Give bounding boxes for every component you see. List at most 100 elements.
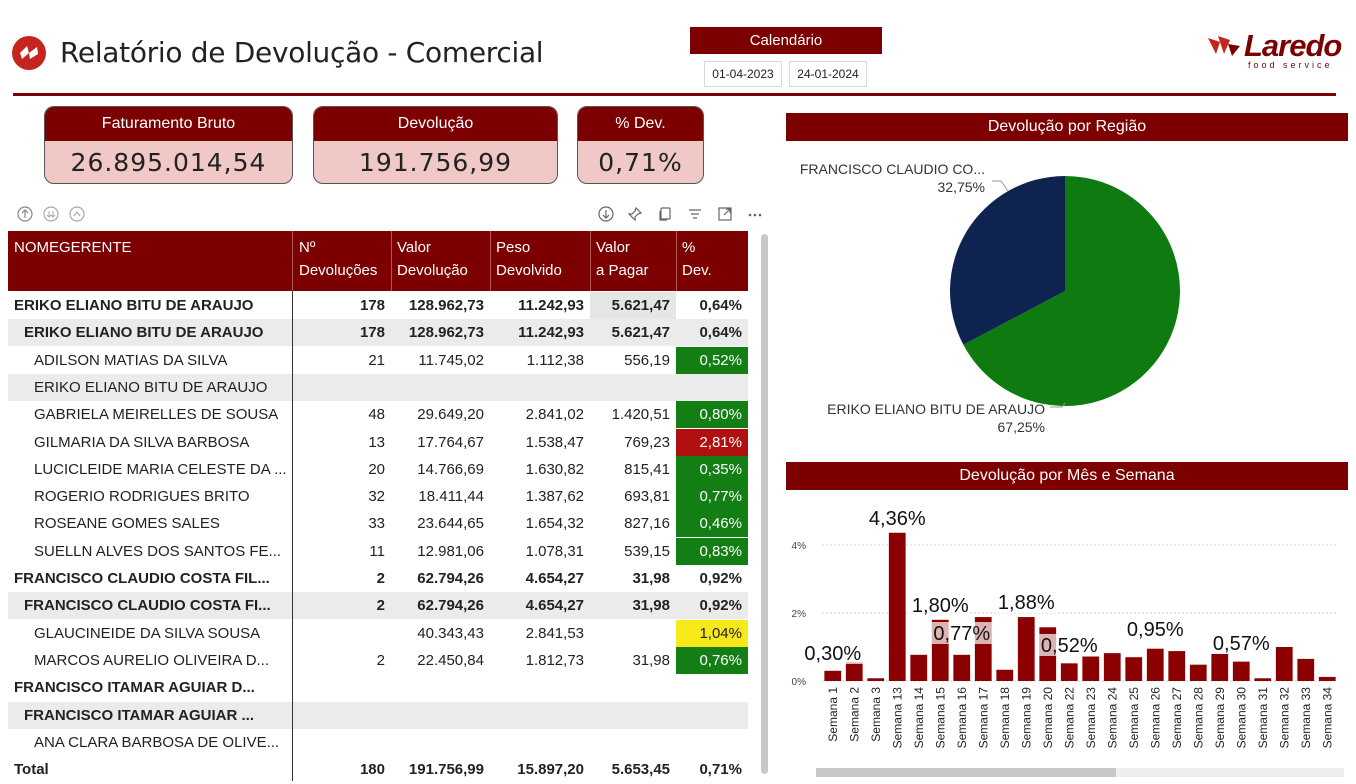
bar[interactable] — [1232, 661, 1250, 681]
bar[interactable] — [1275, 647, 1293, 681]
column-header-valor-a-pagar[interactable]: Valor a Pagar — [590, 231, 676, 291]
table-scrollbar-thumb[interactable] — [761, 234, 768, 774]
row-peso: 1.387,62 — [525, 488, 584, 506]
table-row[interactable]: ADILSON MATIAS DA SILVA 21 11.745,02 1.112,… — [8, 346, 748, 374]
bar[interactable] — [845, 662, 863, 681]
bar-chart-scrollbar-thumb[interactable] — [816, 768, 1116, 777]
row-pagar: 1.420,51 — [611, 406, 670, 424]
column-header-peso-devolvido[interactable]: Peso Devolvido — [490, 231, 590, 291]
bar[interactable] — [1318, 676, 1336, 681]
row-pagar — [590, 374, 676, 401]
table-row[interactable]: GABRIELA MEIRELLES DE SOUSA 48 29.649,20 2.… — [8, 401, 748, 429]
bar[interactable] — [1254, 678, 1272, 681]
more-options-icon[interactable] — [746, 206, 764, 224]
total-peso: 15.897,20 — [517, 761, 584, 779]
date-start-input[interactable]: 01-04-2023 — [704, 61, 782, 87]
table-row[interactable]: GLAUCINEIDE DA SILVA SOUSA 40.343,43 2.841… — [8, 619, 748, 647]
total-pct-dev: 0,71% — [699, 761, 742, 779]
table-row[interactable]: ROGERIO RODRIGUES BRITO 32 18.411,44 1.387,… — [8, 483, 748, 511]
column-header-pct-dev[interactable]: % Dev. — [676, 231, 748, 291]
table-row[interactable]: FRANCISCO CLAUDIO COSTA FIL... 2 62.794,26… — [8, 565, 748, 592]
pin-icon[interactable] — [626, 206, 644, 224]
bar[interactable] — [1168, 651, 1186, 681]
row-n — [293, 620, 391, 647]
pie-slice[interactable] — [950, 176, 1065, 345]
bar-xtick-label: Semana 34 — [1320, 687, 1334, 749]
bar-xtick-label: Semana 13 — [890, 687, 904, 749]
row-name: LUCICLEIDE MARIA CELESTE DA ... — [34, 460, 287, 478]
row-n: 2 — [376, 570, 385, 587]
bar-xtick-label: Semana 1 — [826, 687, 840, 742]
table-row[interactable]: ERIKO ELIANO BITU DE ARAUJO 178 128.962,73… — [8, 319, 748, 347]
row-pct-dev: 0,64% — [699, 324, 742, 342]
date-end-input[interactable]: 24-01-2024 — [789, 61, 867, 87]
focus-mode-icon[interactable] — [716, 206, 734, 224]
row-pagar — [590, 729, 676, 756]
table-row[interactable]: FRANCISCO ITAMAR AGUIAR D... — [8, 674, 748, 701]
row-pct-dev: 2,81% — [676, 428, 748, 456]
column-header-nomegerente[interactable]: NOMEGERENTE — [14, 239, 132, 256]
row-n — [293, 674, 391, 701]
table-row[interactable]: MARCOS AURELIO OLIVEIRA D... 2 22.450,84 1.… — [8, 646, 748, 674]
row-n — [293, 729, 391, 756]
row-peso — [490, 702, 590, 729]
bar[interactable] — [953, 654, 971, 681]
kpi-faturamento-card: Faturamento Bruto 26.895.014,54 — [44, 106, 293, 184]
bar[interactable] — [1103, 653, 1121, 681]
drill-up-icon[interactable] — [16, 206, 34, 224]
table-row[interactable]: LUCICLEIDE MARIA CELESTE DA ... 20 14.766,… — [8, 455, 748, 483]
bar[interactable] — [1297, 658, 1315, 681]
bar-data-label: 0,57% — [1213, 633, 1270, 655]
row-peso — [490, 374, 590, 401]
pie-slice-pct: 67,25% — [998, 419, 1045, 435]
row-peso — [490, 674, 590, 701]
bar[interactable] — [1211, 653, 1229, 681]
row-valor: 17.764,67 — [417, 433, 484, 451]
table-row[interactable]: SUELLN ALVES DOS SANTOS FE... 11 12.981,06… — [8, 537, 748, 565]
bar[interactable] — [1125, 657, 1143, 681]
table-row[interactable]: FRANCISCO CLAUDIO COSTA FI... 2 62.794,26 4… — [8, 592, 748, 620]
bar-data-label: 0,95% — [1127, 619, 1184, 641]
bar[interactable] — [910, 654, 928, 681]
brand-leaf-icon — [1208, 36, 1240, 56]
column-header-n-devolucoes[interactable]: Nº Devoluções — [293, 231, 391, 291]
row-valor — [391, 674, 490, 701]
row-n: 2 — [376, 597, 385, 615]
bar[interactable] — [1017, 617, 1035, 681]
table-row[interactable]: ROSEANE GOMES SALES 33 23.644,65 1.654,32 82… — [8, 510, 748, 538]
row-name: SUELLN ALVES DOS SANTOS FE... — [34, 542, 282, 560]
expand-hierarchy-icon[interactable] — [68, 206, 86, 224]
kpi-value: 191.756,99 — [358, 148, 513, 177]
row-pct-dev: 0,52% — [676, 346, 748, 374]
drill-down-icon[interactable] — [42, 206, 60, 224]
pie-slice[interactable] — [963, 176, 1180, 406]
table-row[interactable]: ERIKO ELIANO BITU DE ARAUJO 178 128.962,73… — [8, 292, 748, 319]
copy-visual-icon[interactable] — [656, 206, 674, 224]
bar-xtick-label: Semana 28 — [1191, 687, 1205, 749]
bar[interactable] — [1146, 648, 1164, 681]
table-row[interactable]: GILMARIA DA SILVA BARBOSA 13 17.764,67 1.53… — [8, 428, 748, 456]
kpi-label: Devolução — [314, 107, 557, 141]
table-row[interactable]: ERIKO ELIANO BITU DE ARAUJO — [8, 373, 748, 401]
bar[interactable] — [867, 678, 885, 681]
bar[interactable] — [824, 670, 842, 681]
bar[interactable] — [888, 532, 906, 681]
pie-leader-line — [992, 180, 1009, 192]
row-peso: 1.538,47 — [525, 433, 584, 451]
column-header-valor-devolucao[interactable]: Valor Devolução — [391, 231, 490, 291]
table-row[interactable]: FRANCISCO ITAMAR AGUIAR ... — [8, 701, 748, 729]
bar-xtick-label: Semana 14 — [912, 687, 926, 749]
row-n: 178 — [359, 324, 385, 342]
bar[interactable] — [996, 669, 1014, 681]
bar-xtick-label: Semana 3 — [869, 687, 883, 742]
bar-data-label: 4,36% — [869, 508, 926, 530]
row-peso: 1.078,31 — [525, 542, 584, 560]
filter-icon[interactable] — [686, 206, 704, 224]
bar-ytick-label: 0% — [792, 677, 807, 688]
bar[interactable] — [1082, 656, 1100, 681]
row-pagar: 539,15 — [624, 542, 670, 560]
bar[interactable] — [1189, 664, 1207, 681]
drill-mode-icon[interactable] — [597, 206, 615, 224]
bar[interactable] — [1060, 663, 1078, 681]
table-row[interactable]: ANA CLARA BARBOSA DE OLIVE... — [8, 729, 748, 756]
